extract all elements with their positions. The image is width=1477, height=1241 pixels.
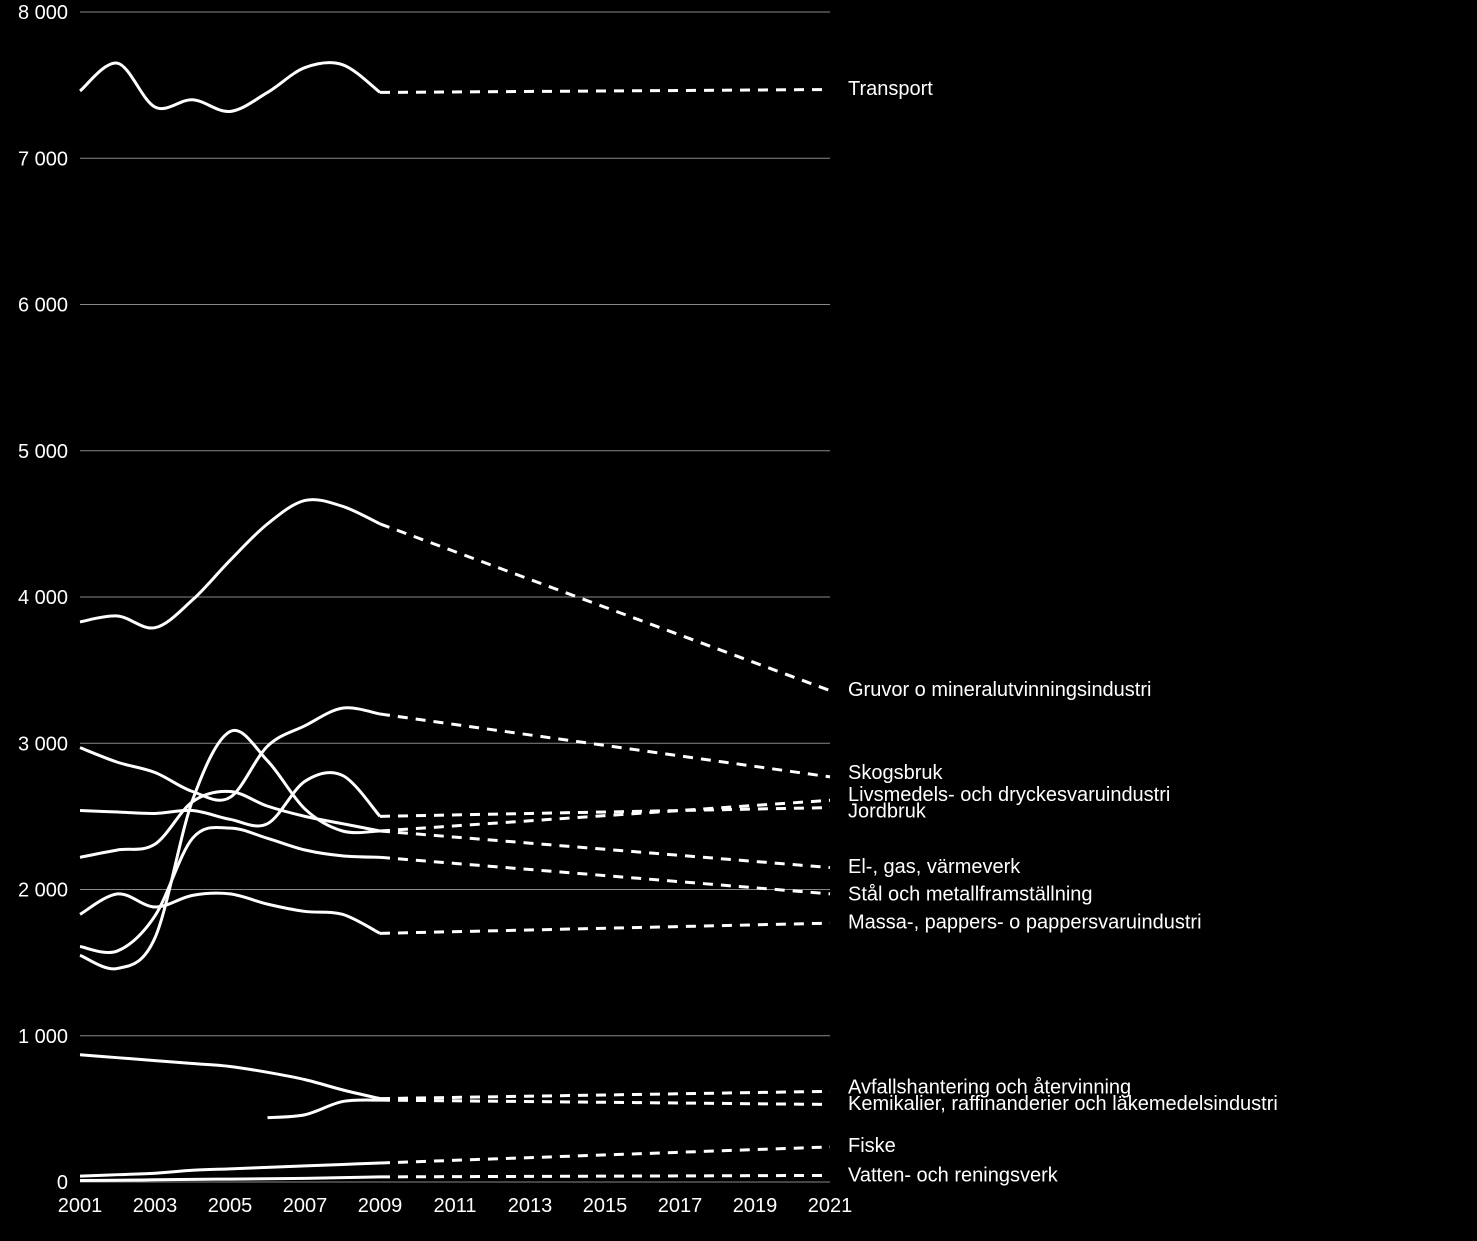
series-label-Transport: Transport [848, 78, 933, 100]
series-label-Fiske: Fiske [848, 1135, 896, 1157]
y-tick-label: 6 000 [18, 295, 68, 317]
series-label-Jordbruk: Jordbruk [848, 800, 927, 822]
series-Kemikalier-solid [268, 1100, 381, 1118]
line-chart: 0 1 000 2 000 3 000 4 000 5 000 6 000 7 000 8 00… [0, 0, 1477, 1241]
series-label-Kemikalier: Kemikalier, raffinanderier och läkemedel… [848, 1093, 1278, 1115]
x-tick-label: 2013 [508, 1195, 553, 1217]
x-tick-label: 2001 [58, 1195, 103, 1217]
x-tick-label: 2011 [433, 1195, 476, 1217]
series-label-Skogsbruk: Skogsbruk [848, 762, 943, 784]
y-tick-label: 2 000 [18, 880, 68, 902]
series-label-Massa: Massa-, pappers- o pappersvaruindustri [848, 911, 1202, 933]
series-Fiske-solid [80, 1163, 380, 1176]
series-Massa-dash [380, 923, 830, 933]
series-Elgas-dash [380, 831, 830, 868]
y-tick-label: 5 000 [18, 441, 68, 463]
y-tick-label: 4 000 [18, 587, 68, 609]
y-tick-label: 3 000 [18, 733, 68, 755]
series-Jordbruk-solid [80, 773, 380, 826]
y-tick-label: 1 000 [18, 1026, 68, 1048]
x-tick-label: 2005 [208, 1195, 253, 1217]
series-Livsmedel-solid [80, 791, 380, 857]
series-label-Gruvor: Gruvor o mineralutvinningsindustri [848, 679, 1151, 701]
series-Skogsbruk-solid [80, 708, 380, 800]
series-Avfall-solid [80, 1055, 380, 1099]
x-tick-label: 2009 [358, 1195, 403, 1217]
x-tick-label: 2015 [583, 1195, 628, 1217]
series-Vatten-solid [80, 1177, 380, 1181]
y-tick-label: 0 [57, 1172, 68, 1194]
x-tick-label: 2017 [658, 1195, 703, 1217]
y-tick-label: 7 000 [18, 148, 68, 170]
series-Transport-solid [80, 63, 380, 112]
series-Livsmedel-dash [380, 800, 830, 831]
series-Fiske-dash [380, 1147, 830, 1163]
x-tick-label: 2007 [283, 1195, 328, 1217]
series-Kemikalier-dash [380, 1100, 830, 1104]
series-Massa-solid [80, 893, 380, 933]
x-tick-label: 2003 [133, 1195, 178, 1217]
x-tick-label: 2019 [733, 1195, 778, 1217]
series-Gruvor-dash [380, 524, 830, 691]
series-label-Vatten: Vatten- och reningsverk [848, 1164, 1059, 1186]
series-Gruvor-solid [80, 500, 380, 628]
x-tick-label: 2021 [808, 1195, 853, 1217]
series-Skogsbruk-dash [380, 714, 830, 777]
y-tick-label: 8 000 [18, 2, 68, 24]
series-Transport-dash [380, 90, 830, 93]
series-label-Elgas: El-, gas, värmeverk [848, 856, 1021, 878]
series-Vatten-dash [380, 1175, 830, 1176]
series-label-Stal: Stål och metallframställning [848, 884, 1093, 906]
series-Avfall-dash [380, 1091, 830, 1098]
